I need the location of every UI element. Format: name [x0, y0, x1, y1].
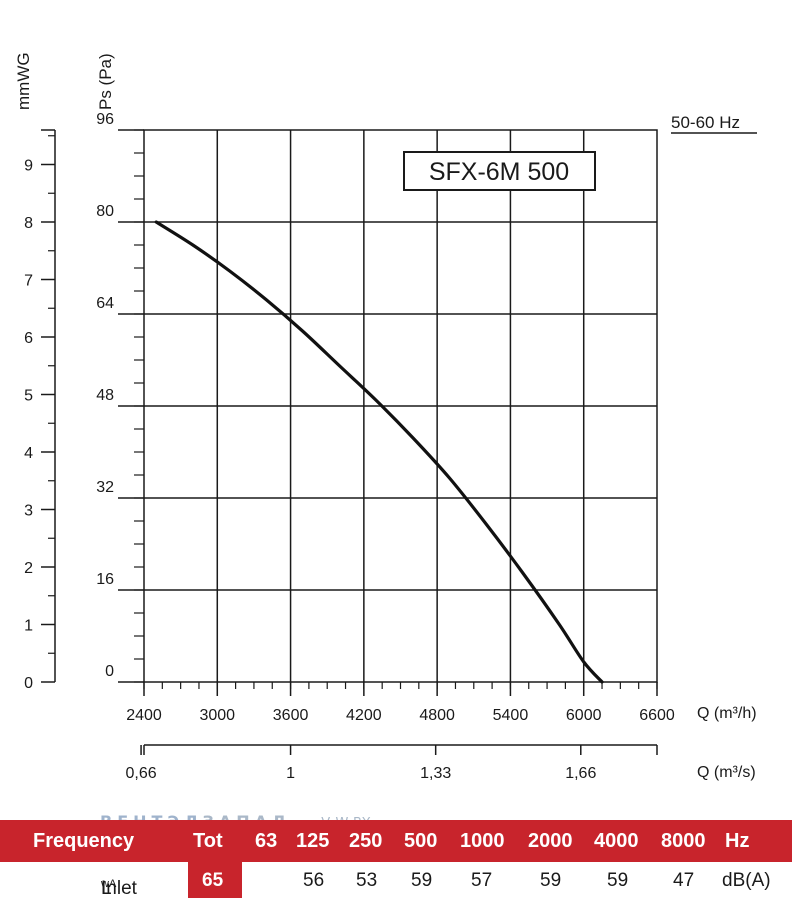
value-250: 53	[356, 870, 378, 891]
unit-hz: Hz	[725, 830, 750, 852]
fan-curve-chart: 2400 3000 3600 4200 4800 5400 6000 660001632486…	[14, 52, 757, 782]
frequency-header-bar: Frequency Tot 63 125 250 500 1000 2000 4…	[0, 820, 792, 862]
tot-label: Tot	[193, 830, 223, 852]
y-tick-label: 80	[96, 203, 114, 220]
x-tick-label: 5400	[493, 707, 529, 724]
unit-db: dB(A)	[722, 870, 771, 891]
y-tick-label: 48	[96, 387, 114, 404]
band-1000: 1000	[460, 830, 505, 852]
y-tick-label: 96	[96, 111, 114, 128]
y-left-tick-label: 5	[24, 388, 33, 405]
y-tick-label: 16	[96, 571, 114, 588]
x2-tick-label: 1,66	[565, 765, 596, 782]
band-500: 500	[404, 830, 438, 852]
y-tick-label: 64	[96, 295, 114, 312]
tot-value-cell: 65	[188, 862, 242, 898]
value-500: 59	[411, 870, 433, 891]
x-tick-label: 4800	[419, 707, 455, 724]
x2-tick-label: 1,33	[420, 765, 451, 782]
frequency-note: 50-60 Hz	[671, 113, 740, 132]
y-axis-label: Ps (Pa)	[96, 53, 115, 110]
x-axis-label: Q (m³/h)	[697, 705, 757, 722]
value-8000: 47	[673, 870, 695, 891]
x-tick-label: 3600	[273, 707, 309, 724]
y-tick-label: 32	[96, 479, 114, 496]
x-tick-label: 6600	[639, 707, 675, 724]
band-2000: 2000	[528, 830, 573, 852]
y-left-tick-label: 3	[24, 503, 33, 520]
y-left-tick-label: 7	[24, 273, 33, 290]
x2-tick-label: 1	[286, 765, 295, 782]
row-label-sub: wA	[101, 878, 117, 890]
x-tick-label: 4200	[346, 707, 382, 724]
band-250: 250	[349, 830, 383, 852]
value-125: 56	[303, 870, 325, 891]
tot-value: 65	[202, 870, 224, 891]
band-4000: 4000	[594, 830, 639, 852]
y-left-tick-label: 6	[24, 330, 33, 347]
performance-curve-group	[154, 220, 604, 684]
band-63: 63	[255, 830, 278, 852]
x2-tick-label: 0,66	[125, 765, 156, 782]
x2-axis-label: Q (m³/s)	[697, 764, 756, 781]
y-left-tick-label: 9	[24, 158, 33, 175]
value-4000: 59	[607, 870, 629, 891]
value-1000: 57	[471, 870, 493, 891]
chart-title-box	[403, 151, 596, 191]
y-left-tick-label: 4	[24, 445, 33, 462]
y-left-tick-label: 1	[24, 618, 33, 635]
chart-title: SFX-6M 500	[429, 158, 569, 186]
value-2000: 59	[540, 870, 562, 891]
y-left-tick-label: 0	[24, 675, 33, 692]
frequency-label: Frequency	[33, 830, 135, 852]
x-tick-label: 3000	[199, 707, 235, 724]
y-left-axis-label: mmWG	[14, 52, 33, 110]
plot-grid	[143, 129, 658, 683]
band-125: 125	[296, 830, 330, 852]
y-left-tick-label: 8	[24, 215, 33, 232]
chart-axes: 2400 3000 3600 4200 4800 5400 6000 660001632486…	[24, 111, 675, 782]
y-tick-label: 0	[105, 663, 114, 680]
band-8000: 8000	[661, 830, 706, 852]
row-label-main: L	[101, 878, 112, 899]
performance-curve-0	[154, 220, 604, 684]
y-left-tick-label: 2	[24, 560, 33, 577]
x-tick-label: 6000	[566, 707, 602, 724]
row-label-rest: Inlet	[101, 878, 137, 899]
x-tick-label: 2400	[126, 707, 162, 724]
